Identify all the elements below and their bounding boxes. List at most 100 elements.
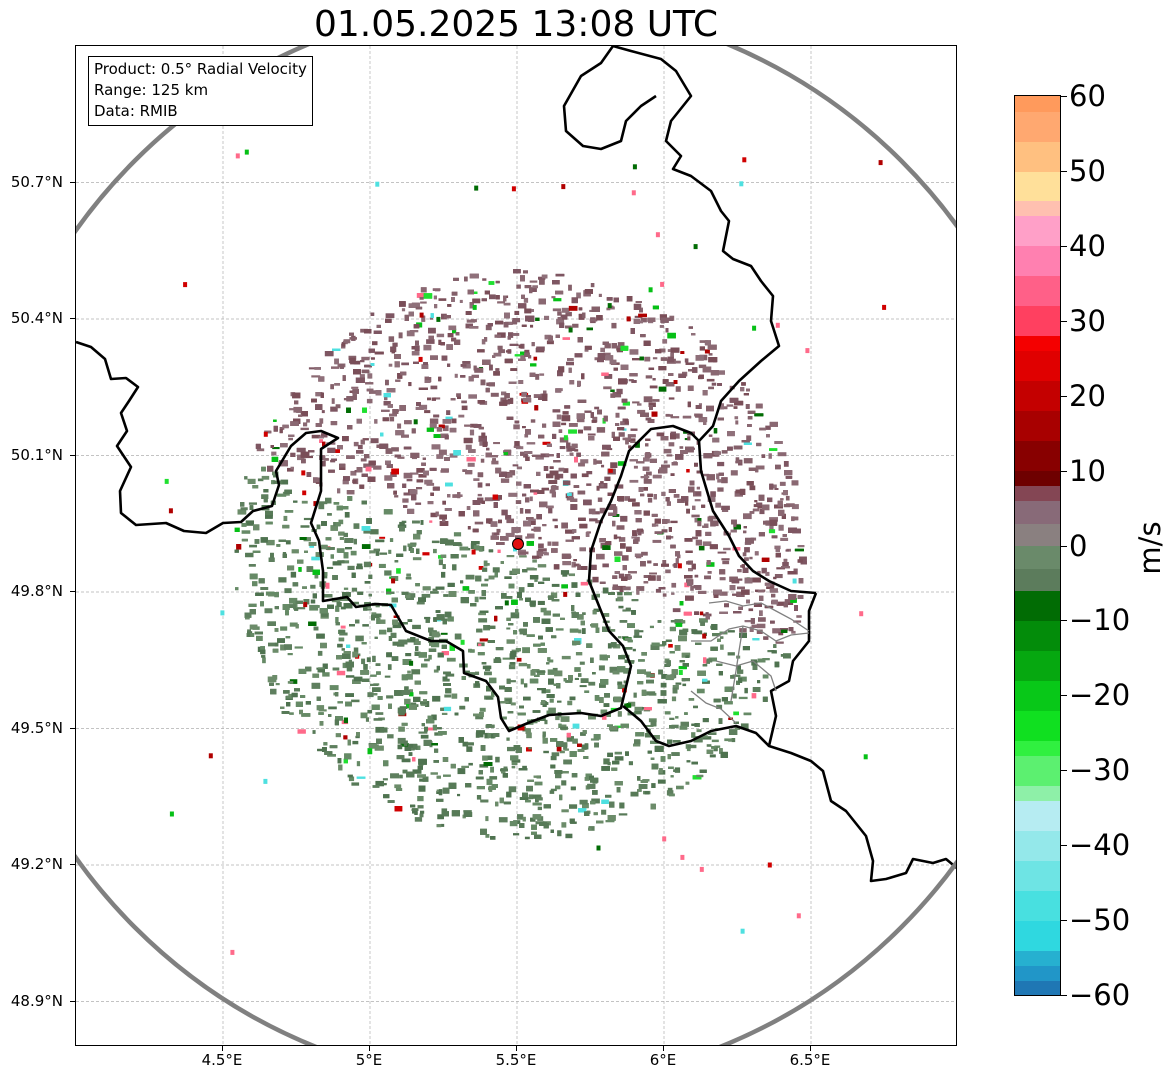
echo-pixel <box>746 435 752 441</box>
echo-pixel <box>497 345 503 350</box>
echo-pixel <box>523 297 529 303</box>
echo-pixel <box>534 674 540 677</box>
echo-pixel <box>364 454 370 459</box>
echo-pixel <box>757 570 761 574</box>
echo-pixel <box>668 442 675 447</box>
echo-pixel <box>702 541 712 546</box>
echo-pixel <box>297 454 305 461</box>
echo-pixel <box>785 601 794 605</box>
echo-pixel <box>699 346 705 351</box>
echo-pixel <box>718 370 725 375</box>
echo-pixel <box>518 662 528 667</box>
echo-pixel <box>340 606 346 610</box>
echo-pixel <box>289 622 298 627</box>
echo-pixel <box>384 570 392 576</box>
echo-pixel <box>603 352 611 358</box>
echo-pixel <box>352 679 361 684</box>
echo-pixel <box>420 734 429 739</box>
echo-pixel <box>749 485 756 491</box>
echo-pixel <box>628 445 632 449</box>
echo-pixel <box>670 473 675 476</box>
radar-map[interactable] <box>75 45 957 1046</box>
echo-pixel <box>294 400 299 405</box>
echo-pixel <box>707 571 712 574</box>
echo-pixel <box>440 342 445 346</box>
echo-pixel <box>429 418 439 424</box>
echo-pixel <box>498 349 505 354</box>
echo-pixel <box>306 419 310 423</box>
echo-pixel <box>342 479 349 485</box>
echo-pixel <box>553 298 562 302</box>
echo-pixel <box>569 804 578 809</box>
echo-pixel <box>748 608 754 612</box>
echo-pixel <box>662 593 667 597</box>
echo-pixel <box>477 493 482 497</box>
echo-pixel <box>380 727 388 733</box>
echo-pixel <box>706 744 712 747</box>
echo-pixel <box>511 649 520 653</box>
echo-pixel <box>737 665 741 670</box>
echo-pixel <box>598 665 605 671</box>
echo-pixel <box>596 485 600 491</box>
echo-pixel <box>591 623 599 628</box>
echo-pixel <box>655 588 661 593</box>
echo-pixel <box>428 648 437 652</box>
echo-pixel <box>671 592 675 595</box>
echo-pixel <box>649 625 654 629</box>
echo-pixel <box>634 706 643 711</box>
echo-pixel <box>522 765 527 770</box>
echo-pixel <box>367 373 373 379</box>
echo-pixel <box>691 761 698 765</box>
echo-pixel <box>267 621 276 626</box>
echo-pixel <box>540 453 550 458</box>
echo-pixel <box>680 721 689 727</box>
map-canvas <box>76 46 956 1045</box>
echo-pixel <box>406 330 415 337</box>
echo-pixel <box>392 622 402 629</box>
echo-pixel <box>357 444 363 450</box>
echo-pixel <box>774 488 779 490</box>
echo-pixel <box>721 558 730 561</box>
echo-pixel <box>717 487 724 492</box>
echo-pixel <box>441 712 448 715</box>
echo-pixel <box>444 508 452 511</box>
echo-pixel <box>561 780 567 786</box>
echo-pixel <box>711 382 717 386</box>
echo-pixel <box>280 479 289 485</box>
echo-pixel <box>769 524 774 530</box>
echo-pixel <box>528 794 534 800</box>
echo-pixel <box>484 290 490 295</box>
echo-pixel <box>665 569 671 574</box>
echo-pixel <box>529 575 539 580</box>
echo-pixel <box>395 788 403 791</box>
echo-pixel <box>717 461 725 467</box>
echo-pixel <box>441 313 447 320</box>
echo-pixel <box>357 653 361 657</box>
echo-pixel <box>561 422 567 426</box>
echo-pixel <box>701 735 708 738</box>
echo-pixel <box>551 296 556 299</box>
echo-pixel <box>367 692 374 698</box>
echo-pixel <box>529 496 533 502</box>
echo-pixel <box>506 639 515 644</box>
echo-pixel <box>778 632 784 636</box>
echo-pixel <box>396 568 401 574</box>
echo-pixel <box>500 536 509 541</box>
echo-pixel <box>443 706 452 712</box>
echo-pixel <box>353 538 357 545</box>
echo-pixel <box>776 567 785 570</box>
echo-pixel <box>343 758 348 764</box>
echo-pixel <box>303 517 312 521</box>
echo-pixel <box>375 550 380 556</box>
echo-pixel <box>433 548 437 554</box>
echo-pixel <box>768 529 776 534</box>
echo-pixel <box>375 726 385 733</box>
echo-pixel <box>784 599 792 603</box>
echo-pixel <box>408 382 412 387</box>
echo-pixel <box>361 658 366 665</box>
echo-pixel <box>785 549 790 552</box>
echo-pixel <box>468 394 477 399</box>
echo-pixel <box>424 410 431 414</box>
echo-pixel <box>303 422 308 427</box>
echo-pixel <box>737 569 742 573</box>
